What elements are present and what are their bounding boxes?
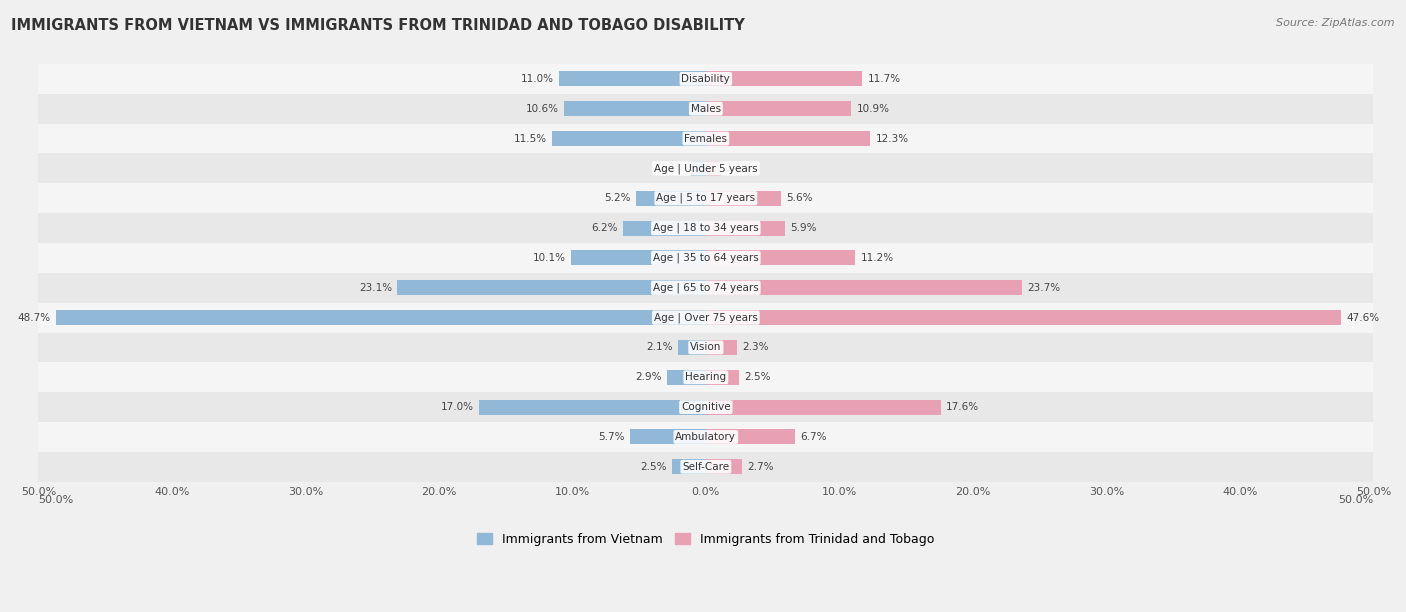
Text: 5.9%: 5.9% <box>790 223 817 233</box>
Bar <box>630 430 706 444</box>
Bar <box>38 392 1374 422</box>
Bar <box>692 161 706 176</box>
Bar <box>564 101 706 116</box>
Bar <box>706 280 1022 295</box>
Bar <box>38 273 1374 303</box>
Text: Age | Under 5 years: Age | Under 5 years <box>654 163 758 174</box>
Text: 23.7%: 23.7% <box>1028 283 1060 293</box>
Bar <box>637 191 706 206</box>
Bar <box>706 220 785 236</box>
Text: Disability: Disability <box>682 74 730 84</box>
Text: 23.1%: 23.1% <box>359 283 392 293</box>
Bar <box>56 310 706 325</box>
Text: 2.3%: 2.3% <box>742 343 769 353</box>
Text: Age | 65 to 74 years: Age | 65 to 74 years <box>652 283 759 293</box>
Text: 47.6%: 47.6% <box>1347 313 1379 323</box>
Bar <box>706 191 780 206</box>
Legend: Immigrants from Vietnam, Immigrants from Trinidad and Tobago: Immigrants from Vietnam, Immigrants from… <box>472 528 939 551</box>
Text: 2.5%: 2.5% <box>641 462 666 472</box>
Bar <box>571 250 706 266</box>
Bar <box>623 220 706 236</box>
Bar <box>38 422 1374 452</box>
Bar <box>706 430 796 444</box>
Bar <box>706 161 720 176</box>
Text: 10.1%: 10.1% <box>533 253 565 263</box>
Bar <box>38 64 1374 94</box>
Bar <box>706 370 740 385</box>
Bar <box>706 340 737 355</box>
Bar <box>38 94 1374 124</box>
Bar <box>706 72 862 86</box>
Bar <box>38 213 1374 243</box>
Text: Vision: Vision <box>690 343 721 353</box>
Text: 1.1%: 1.1% <box>725 163 752 173</box>
Bar <box>706 131 870 146</box>
Bar <box>706 250 855 266</box>
Text: 50.0%: 50.0% <box>38 494 73 505</box>
Text: 10.9%: 10.9% <box>856 103 890 114</box>
Text: Males: Males <box>690 103 721 114</box>
Bar <box>38 362 1374 392</box>
Text: 17.6%: 17.6% <box>946 402 980 412</box>
Text: Age | 18 to 34 years: Age | 18 to 34 years <box>652 223 759 233</box>
Text: Self-Care: Self-Care <box>682 462 730 472</box>
Bar <box>666 370 706 385</box>
Text: Source: ZipAtlas.com: Source: ZipAtlas.com <box>1277 18 1395 28</box>
Bar <box>706 460 742 474</box>
Bar <box>38 303 1374 332</box>
Text: 6.2%: 6.2% <box>592 223 617 233</box>
Text: Hearing: Hearing <box>685 372 727 382</box>
Text: 5.6%: 5.6% <box>786 193 813 203</box>
Text: 2.5%: 2.5% <box>745 372 770 382</box>
Text: Cognitive: Cognitive <box>681 402 731 412</box>
Bar <box>38 243 1374 273</box>
Text: 11.0%: 11.0% <box>520 74 554 84</box>
Bar <box>38 452 1374 482</box>
Text: 6.7%: 6.7% <box>800 432 827 442</box>
Bar <box>560 72 706 86</box>
Text: Age | Over 75 years: Age | Over 75 years <box>654 312 758 323</box>
Bar <box>678 340 706 355</box>
Text: Age | 35 to 64 years: Age | 35 to 64 years <box>652 253 759 263</box>
Text: 10.6%: 10.6% <box>526 103 560 114</box>
Bar <box>398 280 706 295</box>
Bar <box>38 332 1374 362</box>
Text: 11.7%: 11.7% <box>868 74 900 84</box>
Bar <box>706 101 852 116</box>
Text: 1.1%: 1.1% <box>659 163 686 173</box>
Text: 5.2%: 5.2% <box>605 193 631 203</box>
Text: 17.0%: 17.0% <box>440 402 474 412</box>
Text: 5.7%: 5.7% <box>598 432 624 442</box>
Bar <box>706 310 1341 325</box>
Bar <box>672 460 706 474</box>
Bar <box>38 154 1374 184</box>
Text: 48.7%: 48.7% <box>17 313 51 323</box>
Bar <box>38 184 1374 213</box>
Text: 11.5%: 11.5% <box>513 133 547 144</box>
Text: Females: Females <box>685 133 727 144</box>
Text: 2.1%: 2.1% <box>645 343 672 353</box>
Text: 11.2%: 11.2% <box>860 253 894 263</box>
Text: 2.7%: 2.7% <box>747 462 773 472</box>
Text: 50.0%: 50.0% <box>1339 494 1374 505</box>
Text: Ambulatory: Ambulatory <box>675 432 737 442</box>
Text: 2.9%: 2.9% <box>636 372 662 382</box>
Bar <box>479 400 706 414</box>
Text: 12.3%: 12.3% <box>876 133 908 144</box>
Text: Age | 5 to 17 years: Age | 5 to 17 years <box>657 193 755 203</box>
Text: IMMIGRANTS FROM VIETNAM VS IMMIGRANTS FROM TRINIDAD AND TOBAGO DISABILITY: IMMIGRANTS FROM VIETNAM VS IMMIGRANTS FR… <box>11 18 745 34</box>
Bar <box>706 400 941 414</box>
Bar <box>38 124 1374 154</box>
Bar <box>553 131 706 146</box>
